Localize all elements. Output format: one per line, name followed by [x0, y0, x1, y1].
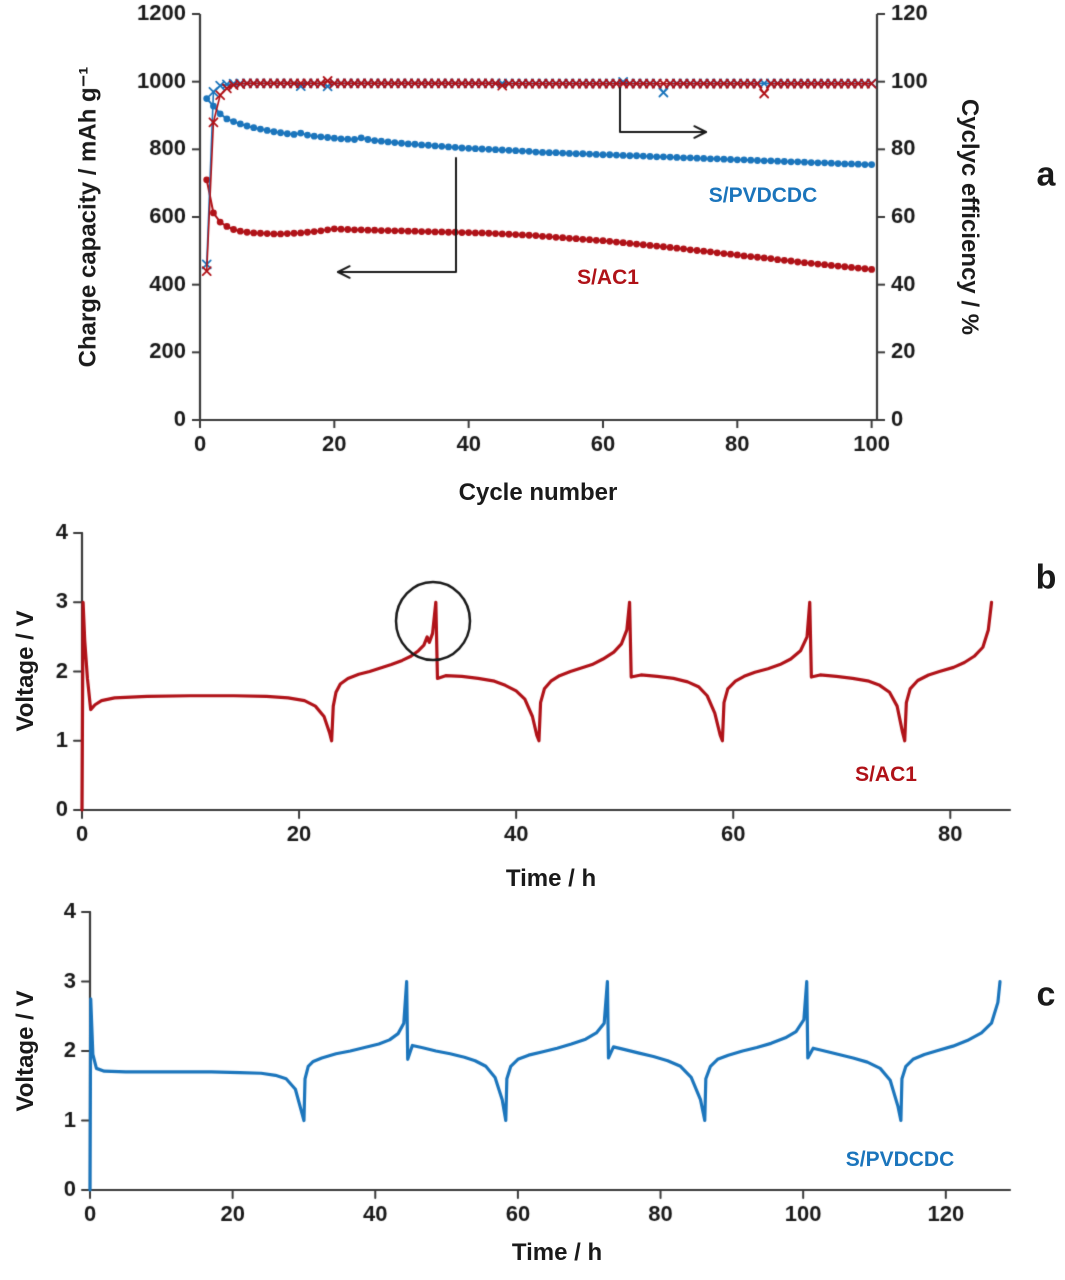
panel-letter-a: a: [1036, 155, 1056, 194]
panel-a-right-axis-title: Cyclyc efficiency / %: [956, 98, 983, 336]
panel-b-x-axis-title: Time / h: [505, 865, 597, 892]
panel-a-left-axis-title: Charge capacity / mAh g⁻¹: [74, 66, 102, 368]
panel-c-y-axis-title: Voltage / V: [12, 990, 39, 1112]
panel-a-series-label-sac1: S/AC1: [577, 266, 639, 289]
panel-b-series-label-sac1: S/AC1: [855, 763, 917, 786]
panel-b-y-axis-title: Voltage / V: [12, 610, 39, 732]
panel-c-series-label-spvdcdc: S/PVDCDC: [845, 1148, 955, 1171]
panel-letter-c: c: [1036, 975, 1056, 1014]
panel-letter-b: b: [1035, 558, 1057, 597]
panel-a-series-label-spvdcdc: S/PVDCDC: [708, 184, 818, 207]
panel-a-x-axis-title: Cycle number: [458, 479, 618, 506]
panel-c-x-axis-title: Time / h: [511, 1239, 603, 1266]
